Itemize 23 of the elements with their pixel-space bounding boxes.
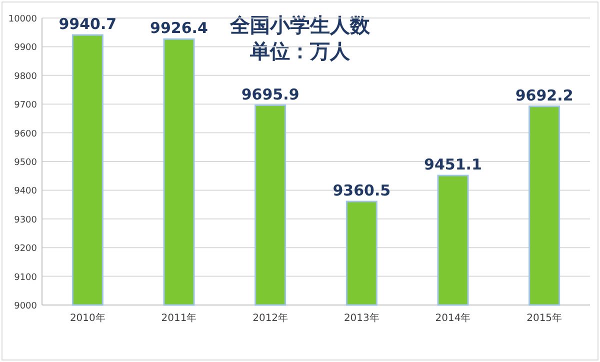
x-tick-label: 2011年 bbox=[161, 312, 197, 324]
data-label: 9692.2 bbox=[515, 86, 574, 104]
data-label: 9360.5 bbox=[332, 182, 391, 200]
y-tick-label: 9100 bbox=[14, 272, 38, 283]
x-tick-label: 2015年 bbox=[526, 312, 562, 324]
data-label: 9940.7 bbox=[58, 15, 117, 34]
y-tick-label: 9900 bbox=[14, 43, 38, 54]
y-tick-label: 9000 bbox=[14, 302, 38, 312]
y-tick-label: 9400 bbox=[14, 186, 38, 197]
y-tick-label: 9700 bbox=[14, 100, 38, 111]
x-tick-label: 2012年 bbox=[252, 312, 288, 324]
x-tick-label: 2014年 bbox=[435, 312, 471, 324]
data-label: 9926.4 bbox=[150, 19, 208, 38]
x-tick-label: 2013年 bbox=[344, 312, 380, 324]
data-label: 9695.9 bbox=[241, 85, 300, 104]
y-tick-label: 10000 bbox=[8, 14, 38, 24]
y-tick-label: 9500 bbox=[14, 158, 38, 168]
data-label: 9451.1 bbox=[424, 156, 482, 174]
x-tick-label: 2010年 bbox=[70, 312, 106, 324]
y-tick-label: 9800 bbox=[14, 72, 38, 82]
y-tick-label: 9600 bbox=[14, 129, 38, 140]
y-tick-label: 9200 bbox=[14, 244, 38, 254]
y-tick-label: 9300 bbox=[14, 215, 38, 226]
